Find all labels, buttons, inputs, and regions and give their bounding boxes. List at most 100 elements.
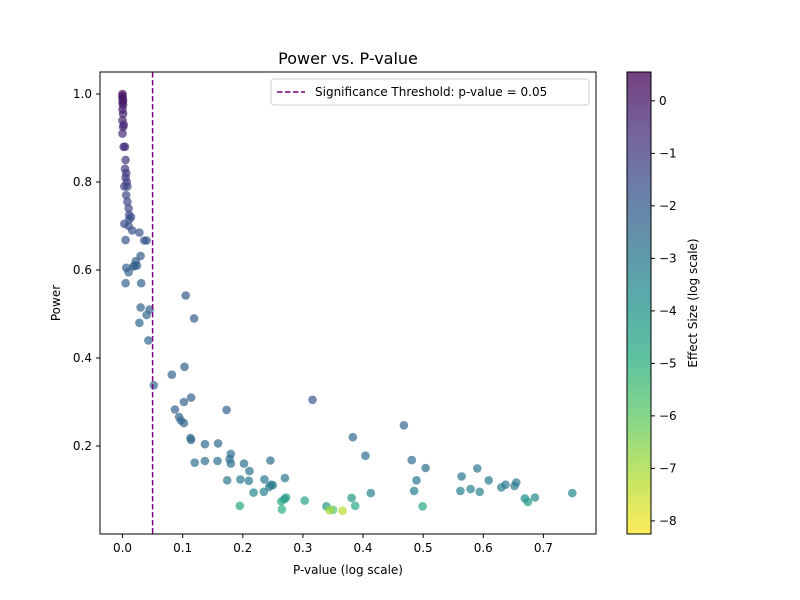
colorbar-ticks: 0 −1 −2 −3 −4 −5 −6 −7 −8 (651, 94, 677, 528)
data-point (213, 439, 223, 448)
y-axis-label: Power (49, 285, 63, 321)
data-point (123, 197, 132, 207)
data-point (121, 190, 131, 200)
data-point (190, 458, 199, 468)
data-point (121, 235, 130, 245)
data-point (484, 476, 494, 485)
data-point (409, 486, 419, 496)
data-point (399, 421, 409, 430)
data-point (200, 456, 210, 466)
colorbar-tick-label: −1 (659, 146, 677, 160)
data-point (167, 370, 177, 380)
x-tick-label: 0.3 (293, 541, 312, 555)
colorbar: 0 −1 −2 −3 −4 −5 −6 −7 −8 Effect Size (log scale… (626, 71, 700, 535)
data-point (123, 182, 132, 191)
data-point (226, 459, 236, 468)
colorbar-tick-label: 0 (659, 94, 667, 108)
x-tick-label: 0.4 (353, 541, 372, 555)
colorbar-tick-label: −5 (659, 356, 677, 370)
colorbar-tick-label: −4 (659, 304, 677, 318)
data-point (142, 310, 151, 320)
data-point (300, 496, 310, 505)
data-point (235, 501, 245, 511)
data-point (244, 476, 254, 486)
data-point (135, 318, 144, 328)
colorbar-tick-label: −3 (659, 251, 677, 265)
data-point (277, 497, 286, 506)
data-point (568, 488, 577, 498)
data-point (120, 142, 130, 152)
data-point (239, 459, 249, 468)
colorbar-gradient (627, 72, 651, 534)
data-point (132, 261, 142, 270)
y-tick-label: 0.8 (73, 175, 92, 189)
x-tick-label: 0.6 (474, 541, 493, 555)
plot-area (100, 72, 596, 534)
colorbar-label: Effect Size (log scale) (686, 238, 700, 367)
data-point (213, 456, 222, 466)
data-point (266, 456, 275, 465)
data-point (457, 472, 466, 481)
data-point (361, 451, 370, 461)
data-point (170, 405, 180, 414)
plot-frame (99, 71, 597, 535)
legend: Significance Threshold: p-value = 0.05 (270, 78, 590, 106)
data-point (186, 435, 196, 445)
data-point (418, 502, 427, 511)
y-tick-label: 0.4 (73, 351, 92, 365)
data-point (523, 497, 533, 507)
colorbar-tick-label: −6 (659, 409, 677, 423)
data-point (121, 278, 130, 288)
data-point (144, 336, 153, 345)
data-point (308, 395, 317, 405)
data-point (338, 506, 347, 515)
data-point (245, 466, 254, 476)
data-point (189, 314, 199, 323)
y-tick-label: 0.6 (73, 263, 92, 277)
data-point (124, 267, 133, 277)
data-point (118, 109, 128, 119)
data-point (186, 393, 196, 402)
data-point (121, 155, 130, 165)
data-point (530, 493, 540, 502)
data-point (236, 475, 245, 484)
x-tick-label: 0.2 (233, 541, 252, 555)
data-point (118, 122, 128, 132)
colorbar-tick-label: −7 (659, 461, 677, 475)
x-tick-label: 0.5 (414, 541, 433, 555)
legend-label: Significance Threshold: p-value = 0.05 (315, 85, 547, 99)
data-point (325, 505, 334, 515)
data-point (412, 476, 421, 485)
data-point (200, 439, 210, 449)
data-point (277, 505, 287, 514)
scatter-points (118, 89, 577, 515)
y-tick-label: 0.2 (73, 439, 92, 453)
data-point (179, 397, 189, 407)
data-point (347, 493, 356, 503)
data-point (510, 481, 519, 491)
data-point (260, 475, 269, 484)
data-point (222, 476, 232, 485)
data-point (475, 487, 485, 497)
data-point (149, 381, 159, 390)
data-point (135, 228, 144, 237)
data-point (473, 464, 482, 473)
data-point (136, 278, 146, 288)
data-point (142, 236, 151, 245)
data-point (249, 488, 258, 497)
x-axis-ticks: 0.0 0.1 0.2 0.3 0.4 0.5 0.6 0.7 (113, 534, 553, 555)
data-point (181, 291, 190, 300)
y-tick-label: 1.0 (73, 87, 92, 101)
x-axis-label: P-value (log scale) (293, 563, 403, 577)
data-point (348, 432, 358, 442)
colorbar-tick-label: −2 (659, 199, 677, 213)
y-axis-ticks: 0.2 0.4 0.6 0.8 1.0 (73, 87, 100, 453)
data-point (497, 483, 506, 492)
data-point (136, 303, 145, 312)
chart-title: Power vs. P-value (278, 49, 418, 68)
data-point (366, 488, 376, 498)
data-point (180, 362, 189, 372)
data-point (350, 501, 360, 511)
data-point (466, 484, 475, 494)
